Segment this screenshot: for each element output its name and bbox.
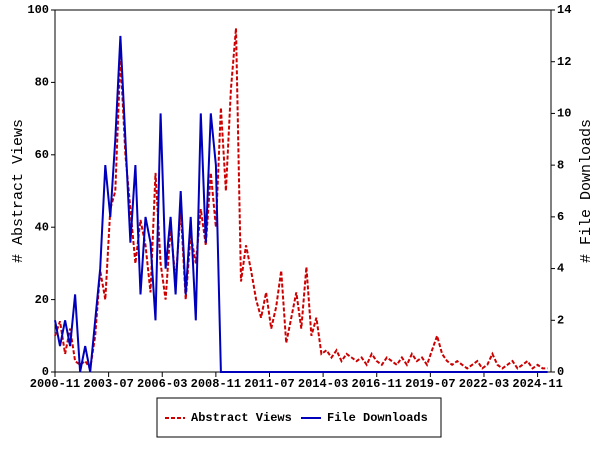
y2-tick-label: 0 (557, 365, 564, 379)
y-tick-label: 100 (27, 3, 49, 17)
x-tick-label: 2003-07 (83, 377, 133, 391)
y2-tick-label: 6 (557, 210, 564, 224)
y-tick-label: 80 (35, 76, 49, 90)
x-tick-label: 2024-11 (512, 377, 562, 391)
legend-box (156, 397, 442, 438)
legend-label: File Downloads (327, 411, 428, 425)
series-line (54, 28, 548, 372)
x-tick-label: 2006-03 (137, 377, 187, 391)
x-tick-label: 2008-11 (191, 377, 241, 391)
y2-tick-label: 2 (557, 313, 564, 327)
y-tick-label: 40 (35, 220, 49, 234)
legend-label: Abstract Views (191, 411, 292, 425)
y2-tick-label: 14 (557, 3, 571, 17)
y2-tick-label: 8 (557, 158, 564, 172)
x-tick-label: 2016-11 (352, 377, 402, 391)
x-tick-label: 2014-03 (298, 377, 348, 391)
x-tick-label: 2022-03 (459, 377, 509, 391)
y-axis-label: # Abstract Views (10, 119, 27, 263)
y-tick-label: 20 (35, 293, 49, 307)
x-tick-label: 2019-07 (405, 377, 455, 391)
y2-tick-label: 10 (557, 107, 571, 121)
x-tick-label: 2000-11 (30, 377, 80, 391)
y2-tick-label: 4 (557, 262, 564, 276)
y-tick-label: 0 (42, 365, 49, 379)
series-line (54, 35, 548, 373)
y-tick-label: 60 (35, 148, 49, 162)
y2-tick-label: 12 (557, 55, 571, 69)
x-tick-label: 2011-07 (244, 377, 294, 391)
y2-axis-label: # File Downloads (578, 119, 595, 263)
